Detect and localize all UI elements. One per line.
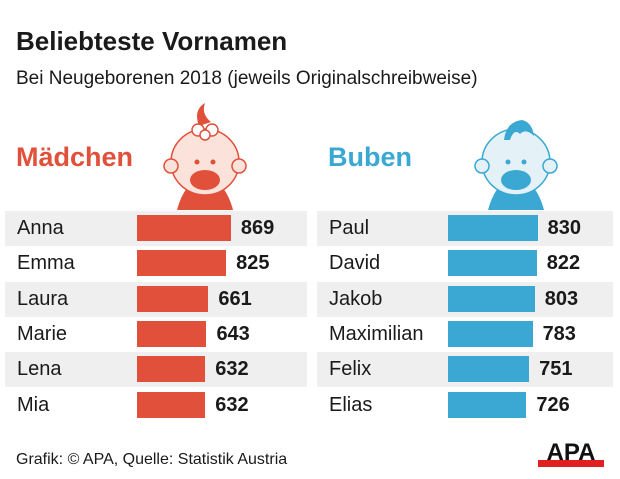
boys-bar <box>448 250 537 277</box>
boys-row: David 822 <box>317 246 613 281</box>
value-label: 751 <box>539 358 573 381</box>
girls-row: Laura 661 <box>5 281 307 317</box>
chart-title: Beliebteste Vornamen <box>16 26 288 56</box>
name-label: Maximilian <box>329 322 424 345</box>
boys-bar <box>448 215 538 241</box>
value-label: 783 <box>542 322 576 345</box>
name-label: Felix <box>329 358 372 381</box>
girls-bar <box>137 391 206 418</box>
boys-row: Elias 726 <box>317 388 613 423</box>
boys-bar <box>448 285 535 312</box>
girls-bar <box>137 250 227 277</box>
girls-row: Marie 643 <box>5 317 307 352</box>
boys-heading: Buben <box>328 142 412 172</box>
apa-logo: APA <box>538 440 604 467</box>
value-label: 803 <box>544 287 579 310</box>
name-label: Emma <box>17 252 75 275</box>
boys-bar <box>448 356 530 383</box>
girls-row: Emma 825 <box>5 246 307 281</box>
value-label: 632 <box>215 358 249 381</box>
name-label: Mia <box>17 393 50 416</box>
value-label: 632 <box>215 393 249 416</box>
girls-row: Mia 632 <box>5 388 307 423</box>
boys-bar <box>448 320 533 347</box>
name-label: Laura <box>17 287 69 310</box>
source-credit: Grafik: © APA, Quelle: Statistik Austria <box>16 451 288 468</box>
girls-bar <box>137 285 209 312</box>
boys-bar <box>448 391 527 418</box>
girls-row: Anna 869 <box>5 211 307 246</box>
value-label: 825 <box>236 252 270 275</box>
value-label: 869 <box>240 217 275 239</box>
chart-subtitle: Bei Neugeborenen 2018 (jeweils Originals… <box>16 68 478 89</box>
boys-row: Paul 830 <box>317 211 613 246</box>
value-label: 643 <box>216 322 250 345</box>
girls-heading: Mädchen <box>16 142 134 172</box>
value-label: 726 <box>536 393 570 416</box>
name-label: Elias <box>329 393 373 416</box>
boys-row: Maximilian 783 <box>317 317 613 352</box>
boys-row: Felix 751 <box>317 352 613 388</box>
name-label: Marie <box>17 322 68 345</box>
girls-bar <box>137 215 231 241</box>
girls-row: Lena 632 <box>5 352 307 388</box>
name-label: Jakob <box>329 287 383 310</box>
name-label: Lena <box>17 358 62 381</box>
value-label: 661 <box>218 287 252 310</box>
girls-bar <box>137 356 206 383</box>
name-label: David <box>329 252 381 275</box>
value-label: 830 <box>547 217 581 239</box>
boys-row: Jakob 803 <box>317 281 613 317</box>
name-label: Anna <box>17 217 64 239</box>
baby-girl-icon <box>163 103 247 210</box>
girls-bar <box>137 320 207 347</box>
baby-boy-icon <box>474 120 558 210</box>
value-label: 822 <box>546 252 581 275</box>
name-label: Paul <box>329 217 370 239</box>
